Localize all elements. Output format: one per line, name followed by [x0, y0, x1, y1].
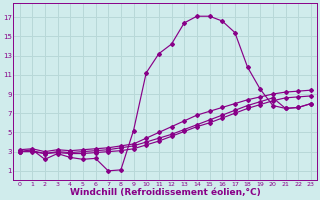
X-axis label: Windchill (Refroidissement éolien,°C): Windchill (Refroidissement éolien,°C): [70, 188, 260, 197]
